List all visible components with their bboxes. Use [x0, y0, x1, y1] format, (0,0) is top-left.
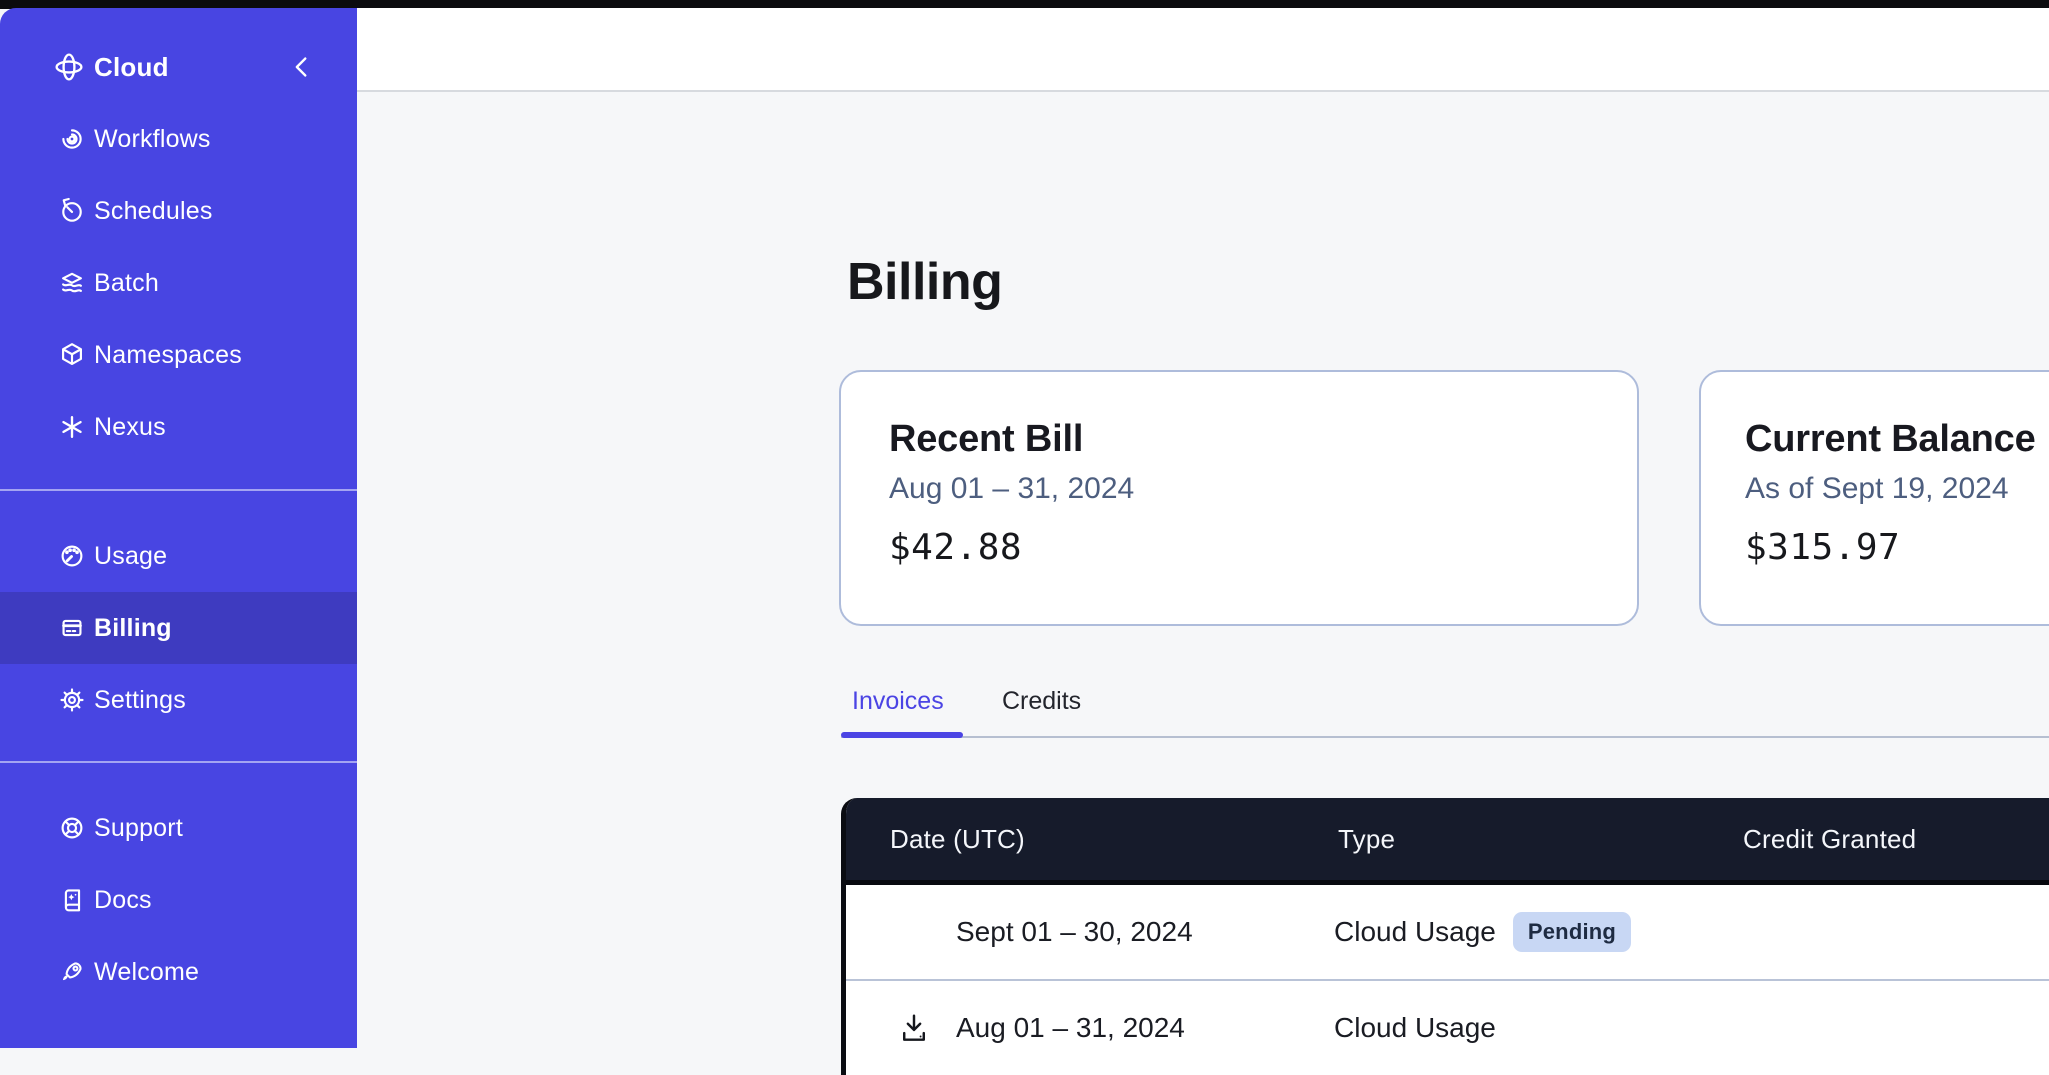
billing-icon	[57, 613, 87, 643]
sidebar-item-label: Usage	[94, 541, 168, 570]
column-header-date: Date (UTC)	[890, 823, 1025, 854]
column-header-credit: Credit Granted	[1743, 823, 1917, 854]
sidebar-brand-label: Cloud	[94, 51, 169, 82]
sidebar-divider	[0, 761, 357, 763]
card-title: Recent Bill	[889, 418, 1084, 460]
page-title: Billing	[847, 253, 1003, 311]
column-header-type: Type	[1338, 823, 1396, 854]
sidebar-item-label: Welcome	[94, 957, 200, 986]
invoices-table: Date (UTC) Type Credit Granted Sept 01 –…	[841, 798, 2049, 1075]
tab-invoices[interactable]: Invoices	[852, 687, 944, 715]
sidebar-item-batch[interactable]: Batch	[0, 247, 357, 319]
sidebar-item-welcome[interactable]: Welcome	[0, 936, 357, 1008]
settings-icon	[57, 685, 87, 715]
download-icon	[897, 1011, 931, 1045]
chevron-left-icon	[287, 52, 317, 82]
sidebar-item-billing[interactable]: Billing	[0, 592, 357, 664]
table-header: Date (UTC) Type Credit Granted	[846, 798, 2049, 885]
batch-icon	[57, 268, 87, 298]
sidebar-item-nexus[interactable]: Nexus	[0, 391, 357, 463]
card-period: Aug 01 – 31, 2024	[889, 472, 1135, 505]
status-badge: Pending	[1512, 912, 1632, 952]
sidebar-item-label: Nexus	[94, 412, 166, 441]
recent-bill-card: Recent Bill Aug 01 – 31, 2024 $42.88	[839, 370, 1639, 626]
sidebar-item-label: Batch	[94, 268, 159, 297]
sidebar-brand[interactable]: Cloud	[0, 31, 357, 103]
sidebar-item-schedules[interactable]: Schedules	[0, 175, 357, 247]
invoice-type: Cloud Usage	[1334, 916, 1496, 947]
row-divider	[846, 979, 2049, 981]
table-row[interactable]: Aug 01 – 31, 2024 Cloud Usage	[846, 981, 2049, 1075]
tabs-baseline	[841, 736, 2049, 738]
sidebar-item-workflows[interactable]: Workflows	[0, 103, 357, 175]
invoice-date: Aug 01 – 31, 2024	[956, 1012, 1185, 1043]
card-title: Current Balance	[1745, 418, 2036, 460]
download-invoice-button[interactable]	[896, 981, 932, 1075]
sidebar: Cloud Workflows Schedul	[0, 8, 357, 1048]
temporal-cloud-logo-icon	[51, 49, 87, 85]
invoice-type: Cloud Usage	[1334, 1012, 1496, 1043]
card-amount: $315.97	[1745, 527, 1901, 568]
sidebar-item-label: Billing	[94, 613, 172, 642]
schedules-icon	[57, 196, 87, 226]
sidebar-item-namespaces[interactable]: Namespaces	[0, 319, 357, 391]
tab-credits[interactable]: Credits	[1002, 687, 1082, 715]
sidebar-item-settings[interactable]: Settings	[0, 664, 357, 736]
card-amount: $42.88	[889, 527, 1023, 568]
sidebar-item-label: Workflows	[94, 124, 211, 153]
namespaces-icon	[57, 340, 87, 370]
usage-icon	[57, 541, 87, 571]
table-row[interactable]: Sept 01 – 30, 2024 Cloud Usage Pending	[846, 885, 2049, 979]
sidebar-item-support[interactable]: Support	[0, 792, 357, 864]
sidebar-item-label: Schedules	[94, 196, 213, 225]
topbar	[357, 8, 2049, 92]
sidebar-item-label: Docs	[94, 885, 152, 914]
card-period: As of Sept 19, 2024	[1745, 472, 2009, 505]
welcome-icon	[57, 957, 87, 987]
active-tab-indicator	[841, 732, 963, 738]
current-balance-card: Current Balance As of Sept 19, 2024 $315…	[1699, 370, 2049, 626]
window-top-edge	[0, 0, 2049, 9]
docs-icon	[57, 885, 87, 915]
sidebar-collapse-button[interactable]	[282, 49, 322, 85]
invoice-date: Sept 01 – 30, 2024	[956, 916, 1193, 947]
support-icon	[57, 813, 87, 843]
nexus-icon	[57, 412, 87, 442]
sidebar-item-usage[interactable]: Usage	[0, 520, 357, 592]
sidebar-item-label: Settings	[94, 685, 186, 714]
sidebar-divider	[0, 489, 357, 491]
sidebar-item-label: Namespaces	[94, 340, 242, 369]
sidebar-item-docs[interactable]: Docs	[0, 864, 357, 936]
sidebar-item-label: Support	[94, 813, 183, 842]
workflows-icon	[57, 124, 87, 154]
